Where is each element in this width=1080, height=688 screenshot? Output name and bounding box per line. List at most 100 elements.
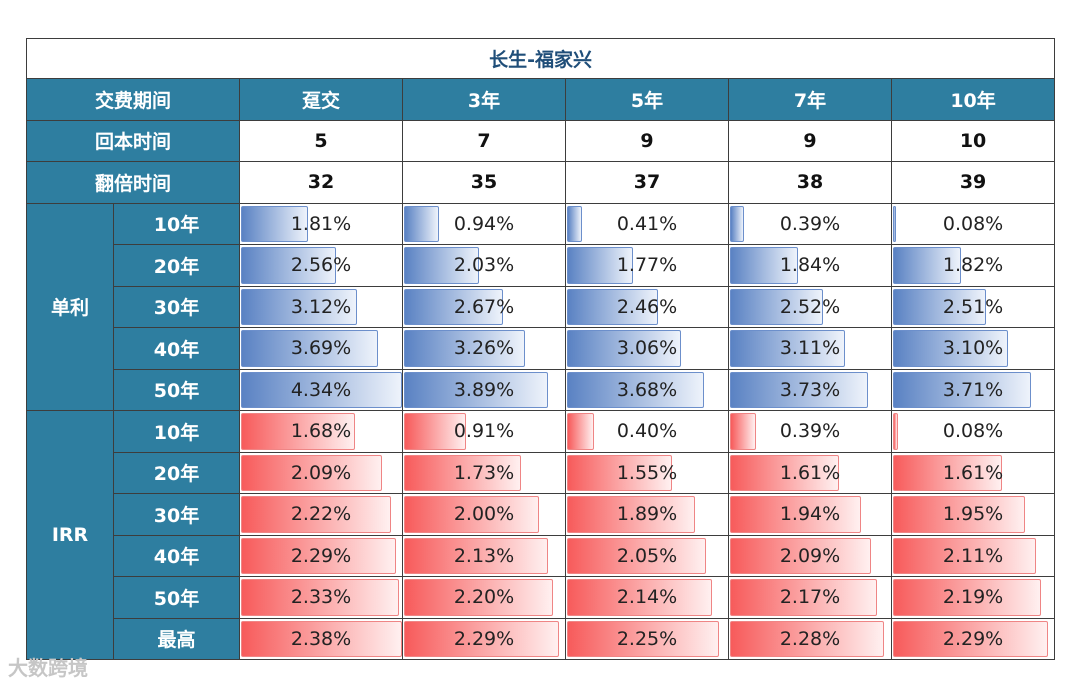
irr-cell: 2.29%: [890, 617, 1056, 660]
watermark-text: 大数跨境: [8, 656, 88, 680]
irr-value: 0.39%: [779, 420, 841, 443]
irr-databar: [730, 579, 877, 616]
watermark: 大数跨境: [8, 652, 88, 681]
irr-cell: 1.89%: [565, 493, 729, 536]
irr-value: 2.29%: [453, 627, 515, 650]
simple-interest-cell: 3.89%: [402, 368, 566, 411]
irr-value: 2.11%: [942, 544, 1004, 567]
simple-interest-cell: 2.51%: [890, 285, 1056, 328]
double-row-value: 35: [402, 161, 566, 204]
simple-interest-value: 0.94%: [453, 212, 515, 235]
irr-value: 2.29%: [942, 627, 1004, 650]
irr-cell: 2.25%: [565, 617, 729, 660]
simple-interest-cell: 3.11%: [728, 327, 892, 370]
double-row-value: 37: [565, 161, 729, 204]
irr-cell: 2.14%: [565, 576, 729, 619]
simple-interest-databar: [893, 247, 961, 284]
simple-interest-databar: [730, 371, 869, 408]
simple-interest-value: 3.12%: [290, 295, 352, 318]
irr-databar: [730, 537, 872, 574]
irr-cell: 1.55%: [565, 451, 729, 494]
irr-databar: [241, 496, 392, 533]
irr-cell: 2.33%: [239, 576, 403, 619]
irr-cell: 2.29%: [402, 617, 566, 660]
header-col-2: 3年: [402, 78, 566, 121]
simple-interest-value: 1.81%: [290, 212, 352, 235]
irr-value: 2.09%: [290, 461, 352, 484]
irr-cell: 1.61%: [728, 451, 892, 494]
irr-databar: [893, 620, 1048, 657]
irr-databar: [404, 537, 549, 574]
simple-interest-value: 2.67%: [453, 295, 515, 318]
irr-value: 2.38%: [290, 627, 352, 650]
irr-cell: 2.00%: [402, 493, 566, 536]
simple-interest-cell: 2.56%: [239, 244, 403, 287]
irr-databar: [404, 496, 540, 533]
header-col-5: 10年: [890, 78, 1056, 121]
simple-interest-cell: 1.81%: [239, 202, 403, 245]
irr-databar: [567, 579, 712, 616]
irr-value: 2.28%: [779, 627, 841, 650]
irr-cell: 1.73%: [402, 451, 566, 494]
simple-interest-cell: 3.68%: [565, 368, 729, 411]
irr-databar: [893, 496, 1025, 533]
irr-value: 1.95%: [942, 503, 1004, 526]
irr-value: 0.40%: [616, 420, 678, 443]
simple-interest-databar: [404, 205, 439, 242]
irr-value: 2.17%: [779, 586, 841, 609]
payback-row-value: 9: [728, 119, 892, 162]
irr-cell: 2.19%: [890, 576, 1056, 619]
irr-cell: 0.08%: [890, 410, 1056, 453]
irr-row: IRR 10年 1.68% 0.91% 0.40% 0.39% 0.08%: [26, 410, 1056, 660]
simple-interest-value: 3.68%: [616, 378, 678, 401]
irr-databar: [567, 413, 595, 450]
double-row-value: 39: [890, 161, 1056, 204]
irr-databar: [241, 454, 383, 491]
irr-year-label: 30年: [113, 493, 240, 536]
payback-row-value: 5: [239, 119, 403, 162]
irr-value: 2.29%: [290, 544, 352, 567]
simple-interest-cell: 3.26%: [402, 327, 566, 370]
irr-cell: 0.39%: [728, 410, 892, 453]
table-title: 长生-福家兴: [25, 38, 1056, 79]
simple-interest-row: 20年 2.56% 2.03% 1.77% 1.84% 1.82%: [27, 244, 1056, 287]
irr-year-label: 40年: [113, 534, 240, 577]
double-row-value: 32: [239, 161, 403, 204]
irr-cell: 0.91%: [402, 410, 566, 453]
simple-interest-cell: 2.67%: [402, 285, 566, 328]
simple-interest-cell: 1.82%: [890, 244, 1056, 287]
simple-interest-value: 3.73%: [779, 378, 841, 401]
irr-databar: [241, 537, 396, 574]
irr-databar: [241, 620, 402, 657]
simple-interest-cell: 3.69%: [239, 327, 403, 370]
simple-interest-databar: [567, 330, 681, 367]
double-row-value: 38: [728, 161, 892, 204]
simple-interest-year-label: 30年: [113, 285, 240, 328]
simple-interest-cell: 3.06%: [565, 327, 729, 370]
irr-value: 0.91%: [453, 420, 515, 443]
irr-cell: 2.22%: [239, 493, 403, 536]
simple-interest-value: 2.46%: [616, 295, 678, 318]
simple-interest-databar: [404, 247, 480, 284]
irr-value: 1.73%: [453, 461, 515, 484]
payback-row-label: 回本时间: [26, 119, 240, 162]
irr-cell: 2.17%: [728, 576, 892, 619]
irr-year-label: 10年: [113, 410, 240, 453]
irr-value: 2.19%: [942, 586, 1004, 609]
simple-interest-value: 2.52%: [779, 295, 841, 318]
irr-value: 2.13%: [453, 544, 515, 567]
irr-databar: [567, 496, 695, 533]
simple-interest-cell: 3.12%: [239, 285, 403, 328]
simple-interest-databar: [893, 288, 987, 325]
irr-value: 2.09%: [779, 544, 841, 567]
irr-value: 2.25%: [616, 627, 678, 650]
irr-cell: 2.29%: [239, 534, 403, 577]
payback-row-value: 9: [565, 119, 729, 162]
irr-row: 20年 2.09% 1.73% 1.55% 1.61% 1.61%: [27, 451, 1056, 494]
simple-interest-cell: 3.71%: [890, 368, 1056, 411]
double-row: 翻倍时间 32 35 37 38 39: [26, 161, 1056, 204]
irr-cell: 0.40%: [565, 410, 729, 453]
simple-interest-databar: [893, 330, 1008, 367]
irr-databar: [893, 579, 1042, 616]
irr-value: 1.61%: [942, 461, 1004, 484]
